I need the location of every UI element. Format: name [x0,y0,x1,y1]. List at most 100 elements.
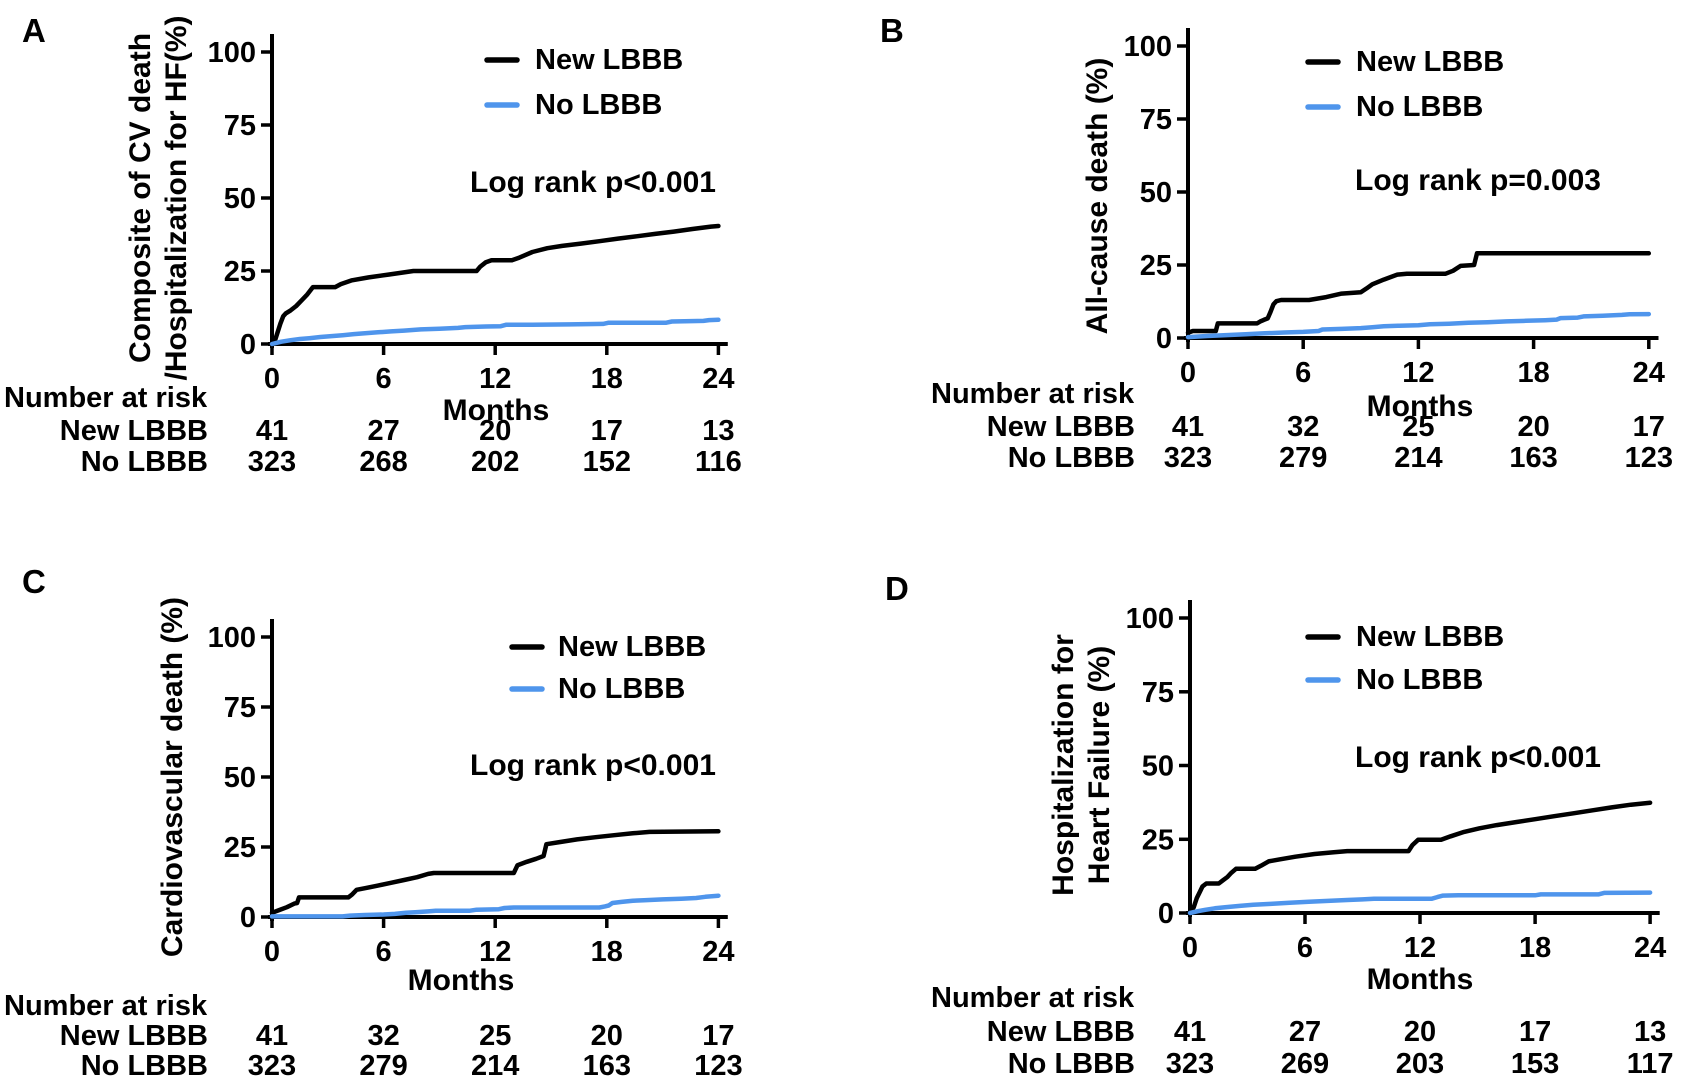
risk-count: 123 [1625,442,1673,474]
km-curve-new-lbbb [1187,800,1653,916]
y-axis-label-line2: /Hospitalization for HF(%) [160,16,193,381]
legend: New LBBB No LBBB [1305,46,1504,123]
panel-letter: B [880,12,904,49]
x-tick-label: 24 [1634,932,1666,964]
risk-row-label: New LBBB [60,1020,208,1052]
logrank-annotation: Log rank p<0.001 [1355,741,1601,774]
y-ticks: 0 25 50 75 100 [208,37,272,361]
risk-count: 20 [1404,1016,1436,1048]
panel-letter: D [885,570,909,607]
x-tick-label: 12 [1404,932,1436,964]
logrank-annotation: Log rank p<0.001 [470,749,716,782]
risk-count: 163 [1509,442,1557,474]
y-tick-label: 0 [240,902,256,934]
y-tick-label: 50 [224,183,256,215]
risk-count: 202 [471,446,519,478]
risk-count: 214 [471,1050,519,1082]
y-ticks: 0 25 50 75 100 [1124,31,1188,355]
risk-row-label: New LBBB [60,415,208,447]
y-tick-label: 100 [1126,603,1174,635]
risk-row-label: No LBBB [1008,442,1135,474]
x-tick-label: 0 [1180,357,1196,389]
risk-count: 25 [479,1020,511,1052]
risk-row-label: No LBBB [81,1050,208,1082]
risk-count: 32 [1287,411,1319,443]
risk-count: 116 [695,446,742,478]
x-tick-label: 0 [264,936,280,968]
panel-d: D Hospitalization for Heart Failure (%) … [885,570,1673,1080]
risk-count: 153 [1511,1048,1559,1080]
y-axis-label-line2: Heart Failure (%) [1083,646,1116,884]
risk-count: 214 [1394,442,1442,474]
y-ticks: 0 25 50 75 100 [1126,603,1190,930]
risk-table-title: Number at risk [931,982,1135,1014]
y-tick-label: 75 [224,110,256,142]
y-tick-label: 75 [1140,104,1172,136]
x-tick-label: 18 [1517,357,1549,389]
x-tick-label: 12 [1402,357,1434,389]
y-tick-label: 50 [224,762,256,794]
risk-count: 163 [583,1050,631,1082]
km-curve-new-lbbb [1185,251,1652,335]
risk-count: 41 [1174,1016,1206,1048]
risk-count: 323 [248,1050,296,1082]
risk-count: 41 [256,1020,288,1052]
risk-count: 279 [359,1050,407,1082]
km-curve-no-lbbb [1187,890,1653,916]
x-tick-label: 6 [1297,932,1313,964]
km-curve-new-lbbb [269,829,721,916]
risk-count: 27 [367,415,399,447]
x-axis-label: Months [443,394,550,427]
risk-table-title: Number at risk [4,382,208,414]
x-tick-label: 0 [1182,932,1198,964]
y-tick-label: 25 [224,832,256,864]
risk-table: Number at risk New LBBB No LBBB 41 27 20… [931,982,1673,1080]
risk-count: 41 [1172,411,1204,443]
x-tick-label: 6 [376,363,392,395]
y-ticks: 0 25 50 75 100 [208,622,272,934]
y-axis-label-line1: Hospitalization for [1047,634,1080,896]
panel-letter: A [22,12,46,49]
risk-row-label: No LBBB [81,446,208,478]
x-axis-label: Months [1367,963,1474,996]
x-tick-label: 18 [591,363,623,395]
risk-count: 323 [248,446,296,478]
y-tick-label: 0 [240,329,256,361]
risk-count: 20 [591,1020,623,1052]
risk-count: 32 [367,1020,399,1052]
y-tick-label: 100 [208,622,256,654]
panel-letter: C [22,563,46,600]
km-curve-no-lbbb [1185,311,1652,340]
x-tick-label: 24 [1633,357,1665,389]
x-tick-label: 24 [702,363,734,395]
y-tick-label: 75 [1142,677,1174,709]
x-tick-label: 12 [479,363,511,395]
y-tick-label: 0 [1156,323,1172,355]
risk-count: 268 [359,446,407,478]
risk-table: Number at risk New LBBB No LBBB 41 27 20… [4,382,742,478]
risk-count: 17 [591,415,623,447]
risk-count: 323 [1166,1048,1214,1080]
panel-b: B All-cause death (%) 0 25 50 75 100 0 6… [880,12,1673,474]
legend: New LBBB No LBBB [1305,621,1504,696]
risk-count: 117 [1627,1048,1674,1080]
km-curve-no-lbbb [269,893,721,919]
risk-row-label: New LBBB [987,411,1135,443]
logrank-annotation: Log rank p<0.001 [470,166,716,199]
legend-label-new-lbbb: New LBBB [558,631,706,663]
risk-count: 25 [1402,411,1434,443]
legend-label-no-lbbb: No LBBB [535,89,662,121]
legend-label-no-lbbb: No LBBB [1356,664,1483,696]
risk-count: 323 [1164,442,1212,474]
y-axis-label-line1: All-cause death (%) [1081,58,1114,335]
y-tick-label: 100 [1124,31,1172,63]
risk-count: 279 [1279,442,1327,474]
risk-count: 13 [1634,1016,1666,1048]
risk-count: 17 [1519,1016,1551,1048]
risk-table: Number at risk New LBBB No LBBB 41 32 25… [4,990,743,1082]
x-tick-label: 24 [702,936,734,968]
risk-count: 20 [479,415,511,447]
panel-a: A Composite of CV death /Hospitalization… [4,12,742,478]
km-curve-new-lbbb [269,223,721,347]
